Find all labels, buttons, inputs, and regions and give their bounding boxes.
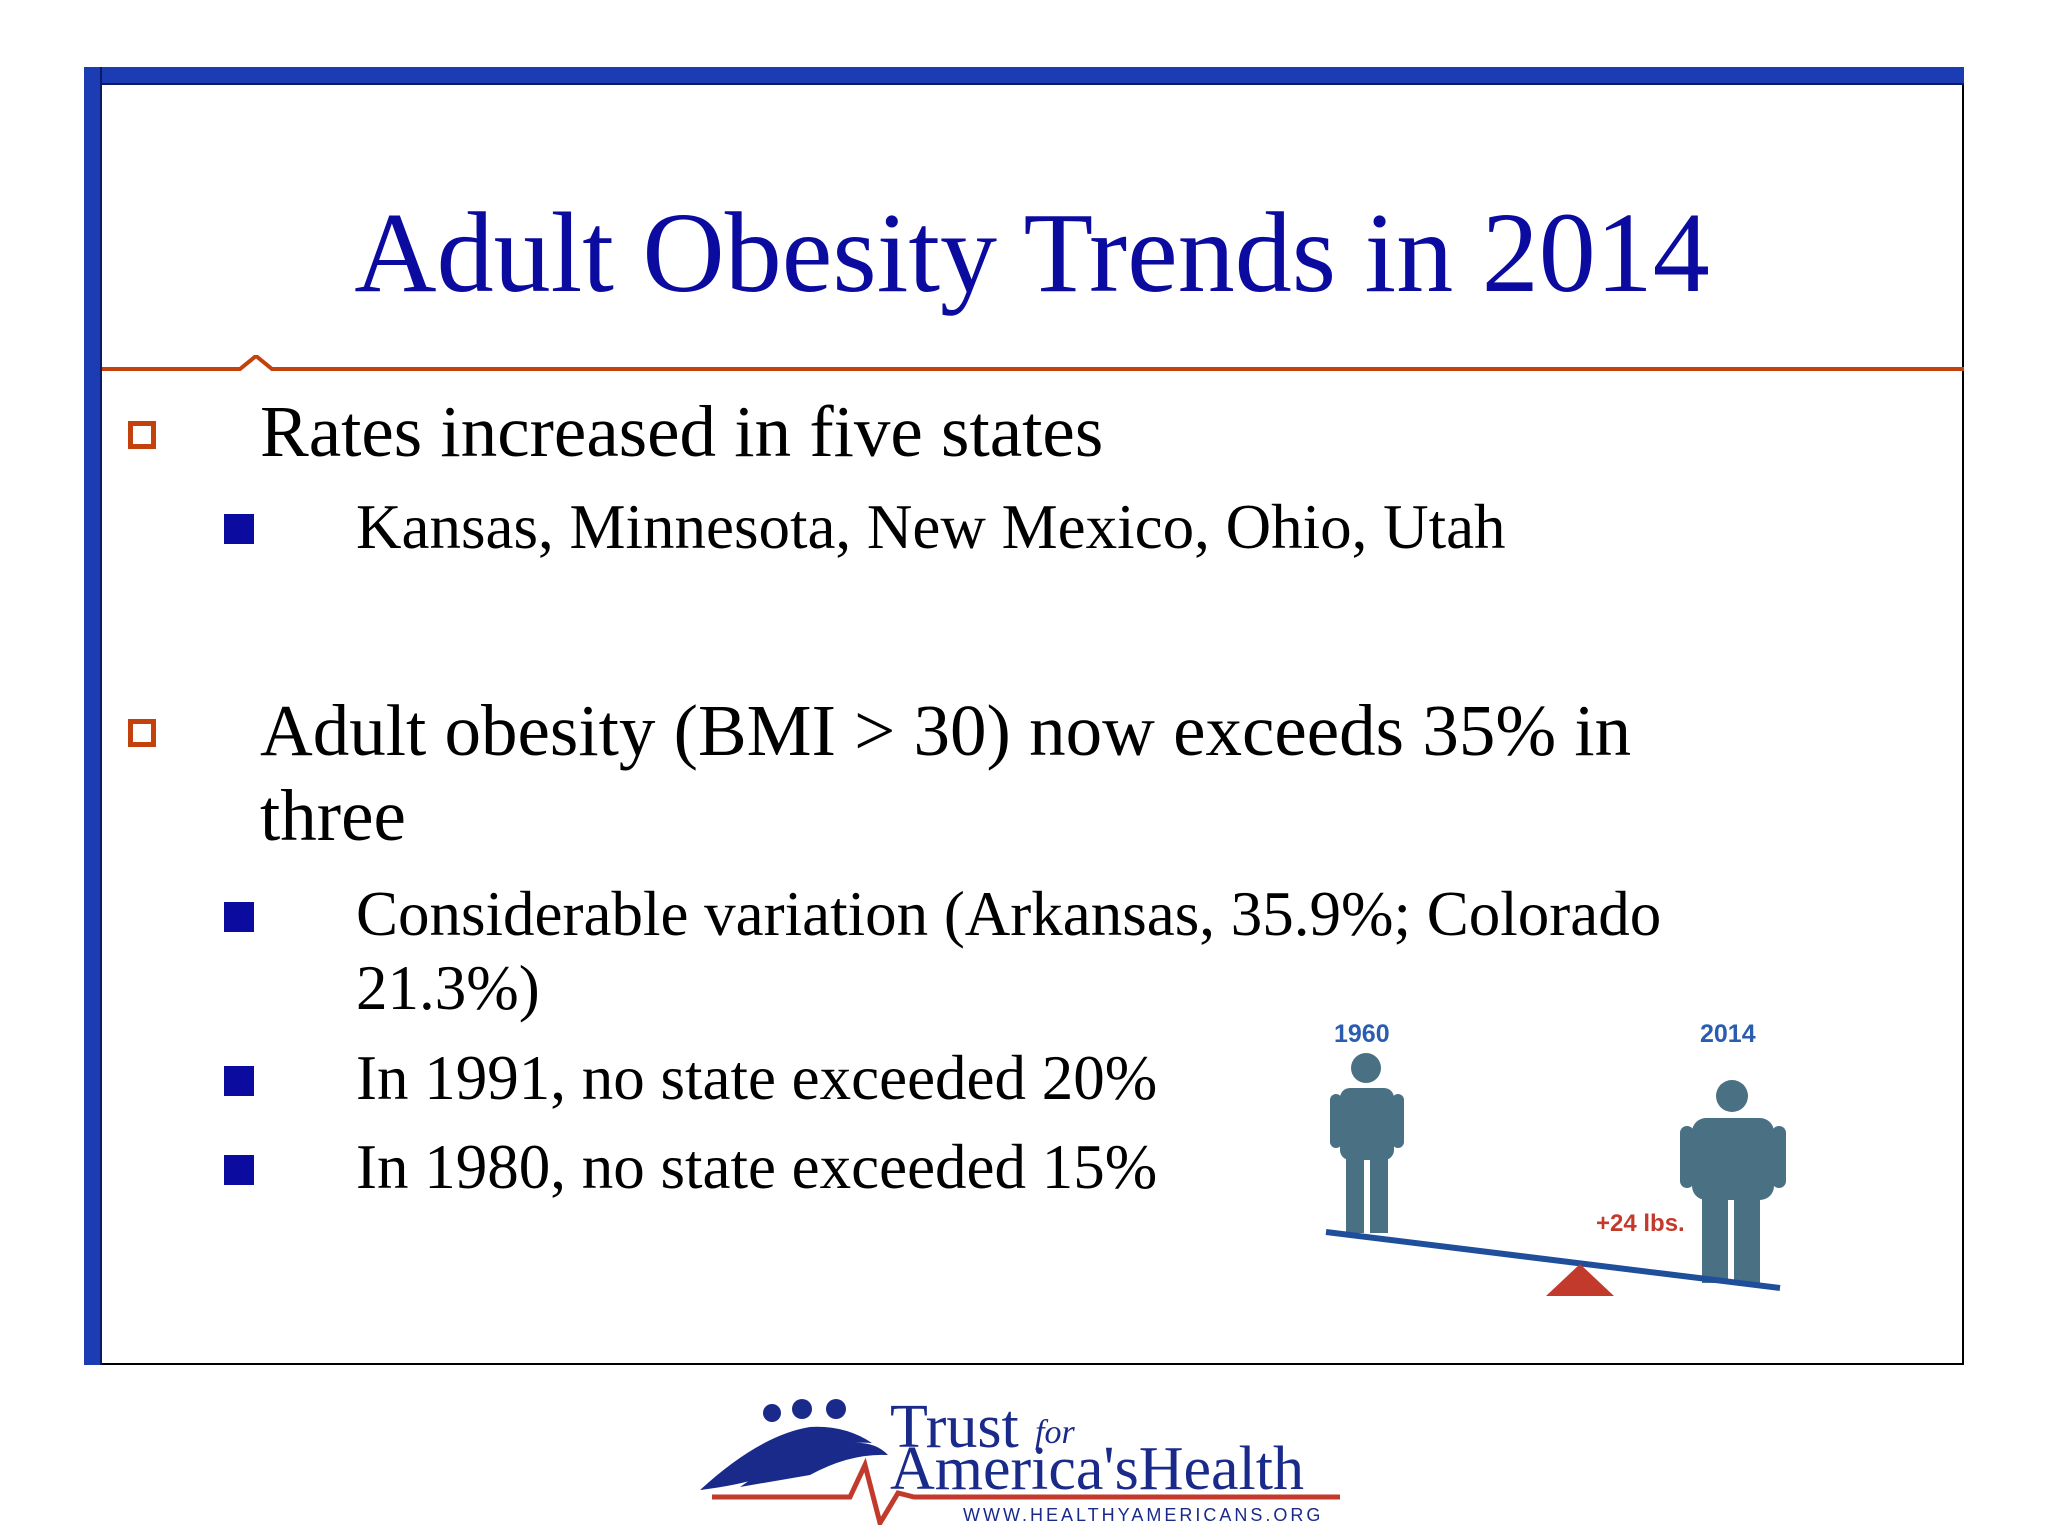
- year-1960-label: 1960: [1334, 1020, 1390, 1048]
- bullet-2-subitem-2: In 1991, no state exceeded 20%: [356, 1043, 1158, 1113]
- weight-gain-label: +24 lbs.: [1596, 1210, 1685, 1237]
- logo-url-text: WWW.HEALTHYAMERICANS.ORG: [963, 1505, 1324, 1525]
- filled-square-bullet-icon: [224, 902, 254, 932]
- bullet-2-subitem-3: In 1980, no state exceeded 15%: [356, 1132, 1158, 1202]
- seesaw-graphic: [1325, 1053, 1786, 1296]
- person-2014-icon: [1680, 1080, 1786, 1283]
- filled-square-bullet-icon: [224, 1155, 254, 1185]
- slide-frame: [84, 67, 1964, 1365]
- trust-for-americas-health-logo: Trust for America'sHealth WWW.HEALTHYAME…: [700, 1395, 1360, 1525]
- bullet-2-text-line1: Adult obesity (BMI > 30) now exceeds 35%…: [260, 690, 1632, 771]
- logo-for-text: for: [1035, 1414, 1075, 1451]
- square-bullet-icon: [128, 719, 156, 747]
- title-divider: [102, 355, 1964, 371]
- filled-square-bullet-icon: [224, 1066, 254, 1096]
- logo-americas-health-text: America'sHealth: [890, 1435, 1304, 1503]
- person-1960-icon: [1330, 1053, 1404, 1233]
- bullet-2-subitem-1-line2: 21.3%): [356, 953, 540, 1023]
- fulcrum-triangle-icon: [1546, 1264, 1614, 1296]
- logo-figures-icon: [700, 1399, 1340, 1525]
- square-bullet-icon: [128, 421, 156, 449]
- slide-top-bar: [84, 67, 1964, 85]
- slide-left-bar: [84, 67, 102, 1365]
- bullet-1-subitem-1: Kansas, Minnesota, New Mexico, Ohio, Uta…: [356, 492, 1506, 562]
- bullet-2-subitem-1-line1: Considerable variation (Arkansas, 35.9%;…: [356, 879, 1662, 949]
- seesaw-illustration: 1960 2014 +24 lbs.: [1300, 1010, 1800, 1310]
- filled-square-bullet-icon: [224, 514, 254, 544]
- slide-title: Adult Obesity Trends in 2014: [354, 189, 1710, 316]
- year-2014-label: 2014: [1700, 1020, 1756, 1048]
- seesaw-beam: [1325, 1229, 1781, 1291]
- logo-trust-text: Trust: [890, 1393, 1019, 1461]
- bullet-1-text: Rates increased in five states: [260, 391, 1104, 472]
- bullet-2-text-line2: three: [260, 775, 406, 856]
